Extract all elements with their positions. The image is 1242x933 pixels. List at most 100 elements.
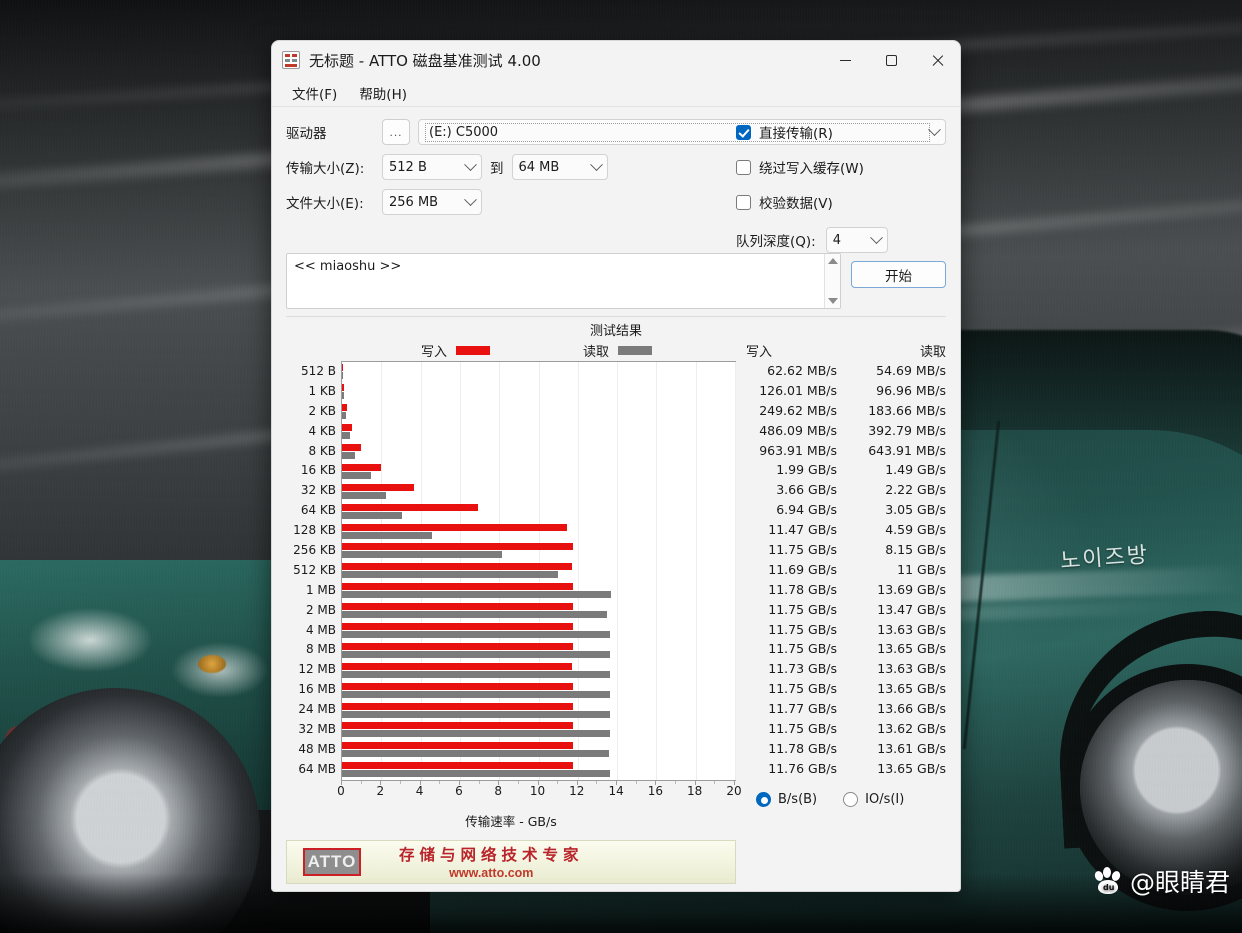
write-value: 486.09 MB/s — [759, 422, 837, 438]
legend-write-swatch — [456, 345, 491, 355]
description-textarea[interactable]: << miaoshu >> — [286, 253, 841, 309]
chart-x-tick-label: 14 — [608, 783, 624, 798]
chart-bar-read — [342, 591, 611, 599]
read-value: 13.66 GB/s — [877, 701, 946, 717]
queue-depth-select[interactable]: 4 — [825, 227, 888, 253]
title-bar[interactable]: 无标题 - ATTO 磁盘基准测试 4.00 — [272, 41, 960, 79]
chart-bar-row — [342, 700, 735, 720]
browse-button[interactable]: ... — [382, 119, 410, 145]
chart-x-tick — [478, 780, 480, 784]
queue-depth-row: 队列深度(Q): 4 — [736, 225, 946, 255]
transfer-size-from-select[interactable]: 512 B — [382, 154, 482, 180]
unit-ios-option[interactable]: IO/s(I) — [843, 791, 905, 807]
chart-bar-row — [342, 680, 735, 700]
legend-write-label: 写入 — [421, 344, 448, 360]
chart-y-label: 16 KB — [300, 463, 336, 478]
table-row: 11.75 GB/s 13.47 GB/s — [742, 600, 946, 620]
direct-io-row[interactable]: 直接传输(R) — [736, 117, 946, 147]
menu-item-help[interactable]: 帮助(H) — [359, 86, 407, 103]
chart-bar-read — [342, 451, 355, 459]
chart-x-tick-label: 6 — [455, 783, 463, 798]
chart-x-axis: 0 2 4 6 8 10 12 14 16 18 20 — [337, 780, 742, 798]
chart-y-label: 4 MB — [305, 622, 336, 637]
transfer-size-label: 传输大小(Z): — [286, 161, 365, 177]
read-value: 3.05 GB/s — [885, 502, 946, 518]
chart-bar-row — [342, 461, 735, 481]
chart-gridline — [538, 362, 540, 780]
file-size-value: 256 MB — [389, 194, 439, 210]
client-area: 驱动器 ... (E:) C5000 传输大小(Z): 512 B 到 64 M… — [272, 107, 960, 884]
options-panel: 直接传输(R) 绕过写入缓存(W) 校验数据(V) 队列深度(Q): 4 — [736, 117, 946, 255]
table-row: 11.78 GB/s 13.61 GB/s — [742, 739, 946, 759]
drive-select[interactable]: (E:) C5000 — [418, 119, 946, 145]
unit-ios-label: IO/s(I) — [865, 791, 905, 807]
write-value: 3.66 GB/s — [776, 482, 837, 498]
chart-bar-read — [342, 491, 386, 499]
chart-y-label: 1 MB — [305, 582, 336, 597]
legend-read-label: 读取 — [583, 344, 610, 360]
chart-bar-write — [342, 722, 573, 730]
chart-bar-write — [342, 543, 573, 551]
chart-bar-read — [342, 770, 611, 778]
chart-x-tick-label: 12 — [569, 783, 585, 798]
chart-bar-read — [342, 630, 610, 638]
banner-text: 存储与网络技术专家 www.atto.com — [399, 843, 584, 880]
bypass-write-cache-row[interactable]: 绕过写入缓存(W) — [736, 152, 946, 182]
chart-bar-write — [342, 523, 568, 531]
chart-gridline — [695, 362, 697, 780]
window-controls — [822, 41, 960, 79]
chart-y-label: 8 MB — [305, 642, 336, 657]
file-size-select[interactable]: 256 MB — [382, 189, 482, 215]
unit-bs-radio[interactable] — [756, 791, 771, 807]
write-value: 11.75 GB/s — [768, 721, 837, 737]
chart-bar-write — [342, 384, 345, 392]
write-value: 11.75 GB/s — [768, 641, 837, 657]
table-row: 11.75 GB/s 13.65 GB/s — [742, 639, 946, 659]
chart-bar-read — [342, 551, 503, 559]
menu-item-file[interactable]: 文件(F) — [292, 86, 338, 103]
chart-bar-read — [342, 730, 610, 738]
table-row: 11.77 GB/s 13.66 GB/s — [742, 699, 946, 719]
read-value: 392.79 MB/s — [868, 422, 946, 438]
chart-bar-row — [342, 561, 735, 581]
maximize-button[interactable] — [868, 41, 914, 79]
read-value: 643.91 MB/s — [868, 442, 946, 458]
start-button[interactable]: 开始 — [851, 261, 946, 288]
description-scrollbar[interactable] — [824, 254, 840, 308]
chart-x-axis-title: 传输速率 - GB/s — [465, 813, 557, 829]
write-value: 11.77 GB/s — [768, 701, 837, 717]
transfer-to-label: 到 — [490, 161, 504, 177]
chart-gridline — [577, 362, 579, 780]
chart-bar-write — [342, 583, 574, 591]
bypass-write-cache-checkbox[interactable] — [736, 159, 751, 175]
chart-x-tick — [419, 780, 421, 785]
table-row: 11.73 GB/s 13.63 GB/s — [742, 659, 946, 679]
chart-bar-read — [342, 432, 350, 440]
chart-y-label: 128 KB — [293, 523, 336, 538]
direct-io-checkbox[interactable] — [736, 124, 751, 140]
transfer-size-to-select[interactable]: 64 MB — [511, 154, 608, 180]
write-value: 11.78 GB/s — [768, 740, 837, 756]
verify-data-row[interactable]: 校验数据(V) — [736, 187, 946, 217]
verify-data-checkbox[interactable] — [736, 194, 751, 210]
chart-bar-row — [342, 760, 735, 780]
watermark: du @眼睛君 — [1093, 863, 1230, 899]
read-value: 183.66 MB/s — [868, 402, 946, 418]
table-row: 11.76 GB/s 13.65 GB/s — [742, 759, 946, 779]
read-value: 11 GB/s — [897, 561, 946, 577]
read-value: 2.22 GB/s — [885, 482, 946, 498]
scroll-down-arrow-icon[interactable] — [827, 298, 838, 304]
divider — [286, 316, 946, 317]
chart-y-axis-labels: 512 B 1 KB 2 KB 4 KB 8 KB 16 KB 32 KB 64 KB 128 … — [286, 361, 341, 781]
unit-bs-option[interactable]: B/s(B) — [756, 791, 817, 807]
unit-ios-radio[interactable] — [843, 791, 859, 807]
close-button[interactable] — [914, 41, 960, 79]
chart-bar-read — [342, 471, 372, 479]
chart-y-label: 32 KB — [300, 483, 336, 498]
chart-bar-row — [342, 660, 735, 680]
minimize-button[interactable] — [822, 41, 868, 79]
chart-y-label: 512 KB — [293, 562, 336, 577]
chart-bar-write — [342, 622, 573, 630]
table-row: 11.78 GB/s 13.69 GB/s — [742, 580, 946, 600]
scroll-up-arrow-icon[interactable] — [827, 258, 838, 264]
